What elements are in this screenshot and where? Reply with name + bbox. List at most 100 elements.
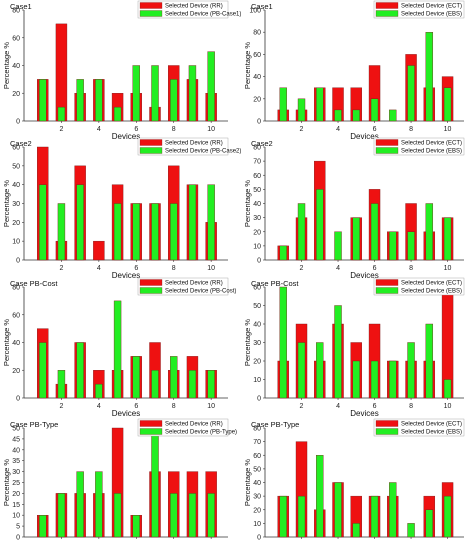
bar-green bbox=[407, 65, 415, 122]
legend-swatch-green bbox=[139, 287, 163, 294]
y-tick-label: 5 bbox=[16, 524, 20, 531]
bar-green bbox=[316, 87, 324, 122]
y-tick-label: 20 bbox=[253, 229, 261, 236]
bar-green bbox=[334, 482, 342, 538]
y-tick-label: 30 bbox=[253, 215, 261, 222]
y-tick-label: 25 bbox=[12, 480, 20, 487]
bar-green bbox=[57, 203, 66, 261]
y-tick-label: 20 bbox=[253, 96, 261, 103]
legend: Selected Device (RR) Selected Device (PB-… bbox=[137, 277, 236, 296]
panel-title: Case2 bbox=[10, 139, 32, 148]
x-tick-label: 6 bbox=[373, 126, 377, 133]
bar-green bbox=[76, 184, 84, 261]
bar-green bbox=[113, 203, 122, 261]
x-tick-label: 2 bbox=[59, 265, 63, 272]
y-tick-label: 0 bbox=[16, 258, 20, 265]
y-tick-label: 40 bbox=[253, 322, 261, 329]
y-tick-label: 40 bbox=[12, 63, 20, 70]
y-tick-label: 10 bbox=[12, 513, 20, 520]
bar-green bbox=[207, 51, 215, 122]
y-tick-label: 0 bbox=[257, 396, 261, 403]
legend-swatch-green bbox=[375, 428, 399, 435]
legend-swatch-red bbox=[375, 139, 399, 146]
x-tick-label: 4 bbox=[336, 265, 340, 272]
bar-green bbox=[95, 471, 103, 538]
x-tick-label: 4 bbox=[97, 126, 101, 133]
y-tick-label: 20 bbox=[253, 507, 261, 514]
bar-green bbox=[132, 356, 140, 399]
bar-green bbox=[443, 495, 452, 538]
y-axis-label: Percentage % bbox=[243, 180, 252, 227]
y-axis-label: Percentage % bbox=[243, 459, 252, 506]
legend-swatch-green bbox=[139, 147, 163, 154]
legend-swatch-green bbox=[375, 10, 399, 17]
bar-green bbox=[95, 383, 103, 399]
bar-green bbox=[57, 370, 66, 399]
bar-green bbox=[407, 523, 415, 538]
bar-green bbox=[425, 32, 434, 122]
y-tick-label: 60 bbox=[253, 52, 261, 59]
x-tick-label: 8 bbox=[409, 126, 413, 133]
bar-green bbox=[279, 245, 287, 261]
x-tick-label: 8 bbox=[172, 265, 176, 272]
bar-green bbox=[57, 106, 66, 122]
y-tick-label: 30 bbox=[253, 340, 261, 347]
x-tick-label: 2 bbox=[300, 403, 304, 410]
y-axis-label: Percentage % bbox=[243, 319, 252, 366]
y-tick-label: 30 bbox=[12, 469, 20, 476]
legend-label: Selected Device (ECT) bbox=[401, 4, 462, 10]
legend: Selected Device (ECT) Selected Device (EB… bbox=[373, 277, 465, 296]
bar-green bbox=[76, 79, 84, 122]
chart-panel-4: 0 10 20 30 40 50 60 70 80 2 4 6 8 10 Case2 Devices Perce… bbox=[243, 137, 465, 280]
x-tick-label: 8 bbox=[409, 265, 413, 272]
bar-green bbox=[207, 493, 215, 538]
x-tick-label: 4 bbox=[336, 126, 340, 133]
y-tick-label: 10 bbox=[253, 521, 261, 528]
panel-title: Case PB-Type bbox=[251, 420, 299, 429]
bar-green bbox=[170, 79, 178, 122]
legend-swatch-red bbox=[375, 2, 399, 9]
legend-swatch-red bbox=[375, 420, 399, 427]
legend: Selected Device (RR) Selected Device (PB-… bbox=[137, 418, 237, 437]
bar-green bbox=[279, 87, 287, 122]
bar-green bbox=[407, 231, 415, 261]
bar-green bbox=[389, 360, 397, 399]
y-tick-label: 80 bbox=[253, 426, 261, 433]
bar-green bbox=[352, 217, 360, 261]
x-tick-label: 4 bbox=[97, 265, 101, 272]
legend-label: Selected Device (RR) bbox=[165, 281, 223, 287]
x-axis-label: Devices bbox=[112, 409, 140, 418]
bar-green bbox=[39, 342, 47, 399]
legend-swatch-green bbox=[375, 147, 399, 154]
x-tick-label: 6 bbox=[373, 403, 377, 410]
x-tick-label: 10 bbox=[207, 403, 215, 410]
legend: Selected Device (RR) Selected Device (PB-… bbox=[137, 137, 241, 156]
panel-title: Case2 bbox=[251, 139, 273, 148]
bar-green bbox=[389, 231, 397, 261]
y-tick-label: 50 bbox=[253, 303, 261, 310]
bar-green bbox=[316, 189, 324, 261]
x-tick-label: 8 bbox=[172, 126, 176, 133]
bar-green bbox=[39, 515, 47, 538]
y-tick-label: 60 bbox=[12, 145, 20, 152]
bar-green bbox=[207, 184, 215, 261]
x-tick-label: 6 bbox=[373, 265, 377, 272]
legend-label: Selected Device (PB-Cost) bbox=[165, 289, 236, 295]
y-tick-label: 20 bbox=[12, 368, 20, 375]
y-tick-label: 50 bbox=[12, 163, 20, 170]
legend-swatch-green bbox=[139, 428, 163, 435]
bar-green bbox=[151, 203, 159, 261]
bar-green bbox=[170, 493, 178, 538]
bar-green bbox=[151, 427, 159, 538]
y-tick-label: 60 bbox=[12, 312, 20, 319]
x-axis-label: Devices bbox=[112, 271, 140, 280]
bar-green bbox=[297, 98, 306, 122]
y-tick-label: 0 bbox=[257, 535, 261, 540]
bar-green bbox=[352, 109, 360, 122]
x-tick-label: 6 bbox=[134, 403, 138, 410]
y-tick-label: 50 bbox=[253, 187, 261, 194]
y-tick-label: 80 bbox=[253, 30, 261, 37]
y-tick-label: 10 bbox=[12, 239, 20, 246]
bar-green bbox=[151, 370, 159, 399]
